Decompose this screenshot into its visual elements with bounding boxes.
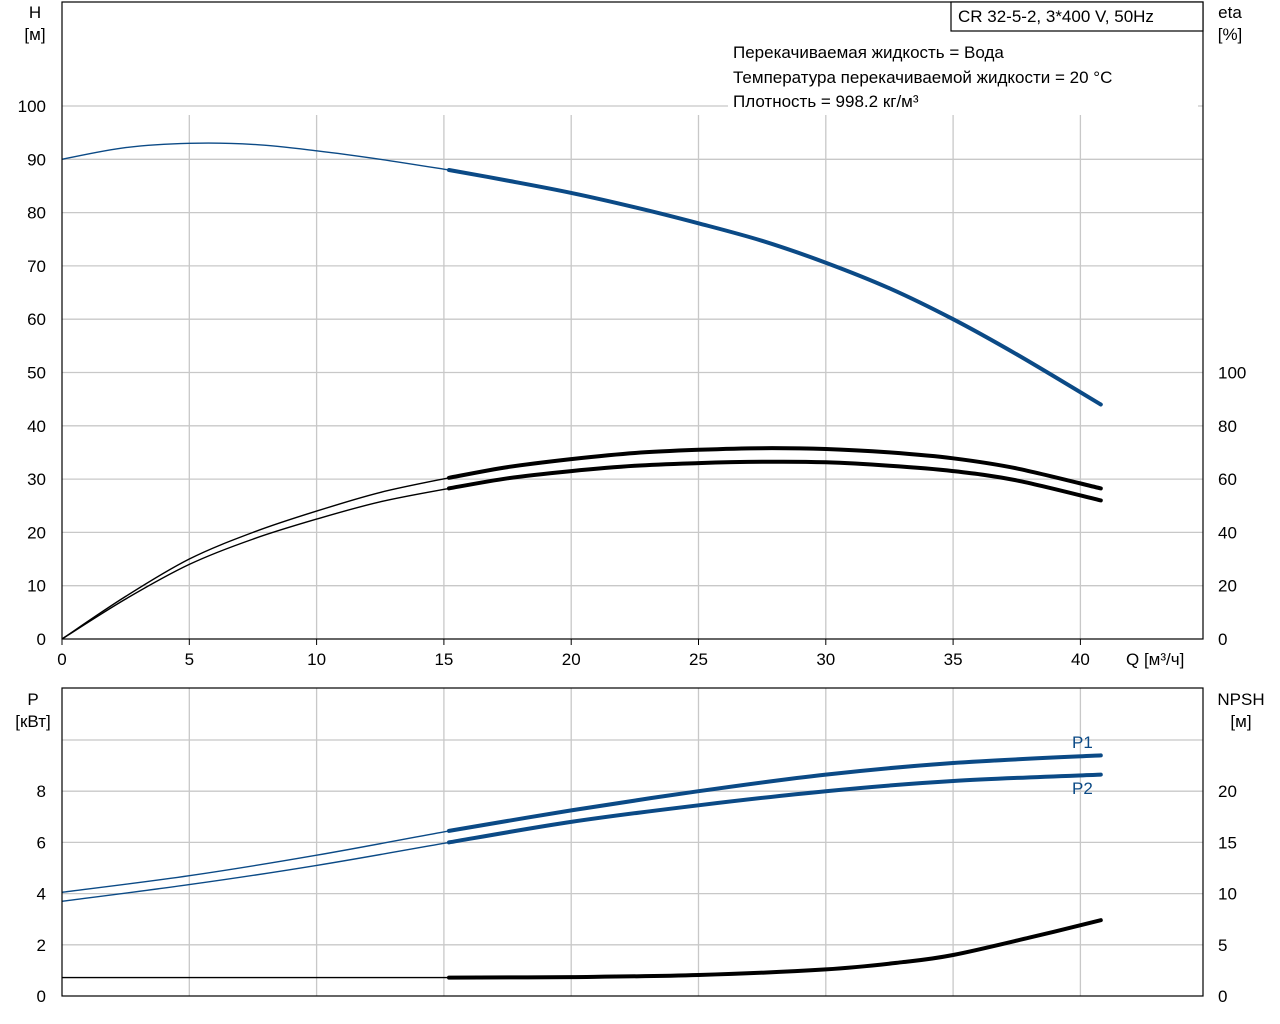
y-left-tick-label: 0: [37, 987, 46, 1006]
y-left-tick-label: 50: [27, 364, 46, 383]
y-right-label-top-1: eta: [1218, 3, 1242, 22]
curve-eta-upper-extended: [61, 477, 450, 640]
curve-p1-extended: [61, 830, 450, 893]
x-tick-label: 25: [689, 650, 708, 669]
y-left-tick-label: 100: [18, 97, 46, 116]
y-right-tick-label: 20: [1218, 782, 1237, 801]
x-tick-label: 5: [185, 650, 194, 669]
y-left-tick-label: 0: [37, 630, 46, 649]
curve-p2-extended: [61, 841, 450, 902]
y-left-tick-label: 80: [27, 204, 46, 223]
y-right-tick-label: 60: [1218, 470, 1237, 489]
y-right-tick-label: 20: [1218, 577, 1237, 596]
y-right-label-bottom-2: [м]: [1230, 712, 1251, 731]
y-left-label-bottom-1: P: [27, 690, 38, 709]
info-line-density: Плотность = 998.2 кг/м³: [733, 92, 919, 111]
y-right-label-top-2: [%]: [1218, 25, 1243, 44]
curve-h-extended: [61, 142, 450, 171]
y-right-tick-label: 40: [1218, 523, 1237, 542]
y-right-tick-label: 10: [1218, 885, 1237, 904]
y-right-tick-label: 0: [1218, 987, 1227, 1006]
y-right-tick-label: 5: [1218, 936, 1227, 955]
x-tick-label: 0: [57, 650, 66, 669]
y-left-label-bottom-2: [кВт]: [15, 712, 50, 731]
curve-eta-upper-duty: [447, 446, 1103, 491]
curve-h-duty: [447, 168, 1103, 407]
bottom-plot-frame: [61, 687, 1204, 997]
info-line-temperature: Температура перекачиваемой жидкости = 20…: [733, 68, 1112, 87]
y-right-tick-label: 100: [1218, 364, 1246, 383]
y-left-tick-label: 2: [37, 936, 46, 955]
x-axis-label: Q [м³/ч]: [1126, 650, 1184, 669]
y-left-tick-label: 20: [27, 523, 46, 542]
top-plot-frame: [61, 1, 1204, 640]
x-tick-label: 35: [944, 650, 963, 669]
info-block-bg: [728, 36, 1198, 114]
y-left-tick-label: 30: [27, 470, 46, 489]
x-tick-label: 40: [1071, 650, 1090, 669]
y-right-tick-label: 15: [1218, 833, 1237, 852]
x-tick-label: 15: [434, 650, 453, 669]
x-tick-label: 30: [816, 650, 835, 669]
title-box: [950, 1, 1204, 32]
y-left-tick-label: 8: [37, 782, 46, 801]
y-right-label-bottom-1: NPSH: [1217, 690, 1264, 709]
curve-p1-duty: [447, 753, 1103, 833]
y-left-label-top-1: H: [29, 3, 41, 22]
y-left-tick-label: 60: [27, 310, 46, 329]
y-left-tick-label: 90: [27, 150, 46, 169]
y-right-tick-label: 80: [1218, 417, 1237, 436]
curve-p2-duty: [447, 772, 1103, 845]
y-left-label-top-2: [м]: [24, 25, 45, 44]
y-left-tick-label: 4: [37, 885, 46, 904]
curve-eta-lower-extended: [61, 487, 450, 640]
y-left-tick-label: 40: [27, 417, 46, 436]
y-left-tick-label: 6: [37, 833, 46, 852]
curve-npsh-duty: [447, 918, 1103, 980]
info-line-fluid: Перекачиваемая жидкость = Вода: [733, 43, 1004, 62]
x-tick-label: 20: [562, 650, 581, 669]
y-left-tick-label: 70: [27, 257, 46, 276]
series-label-p2: P2: [1072, 779, 1093, 798]
title-box-text: CR 32-5-2, 3*400 V, 50Hz: [958, 7, 1154, 26]
x-tick-label: 10: [307, 650, 326, 669]
y-right-tick-label: 0: [1218, 630, 1227, 649]
y-left-tick-label: 10: [27, 577, 46, 596]
series-label-p1: P1: [1072, 733, 1093, 752]
curve-eta-lower-duty: [447, 459, 1103, 503]
